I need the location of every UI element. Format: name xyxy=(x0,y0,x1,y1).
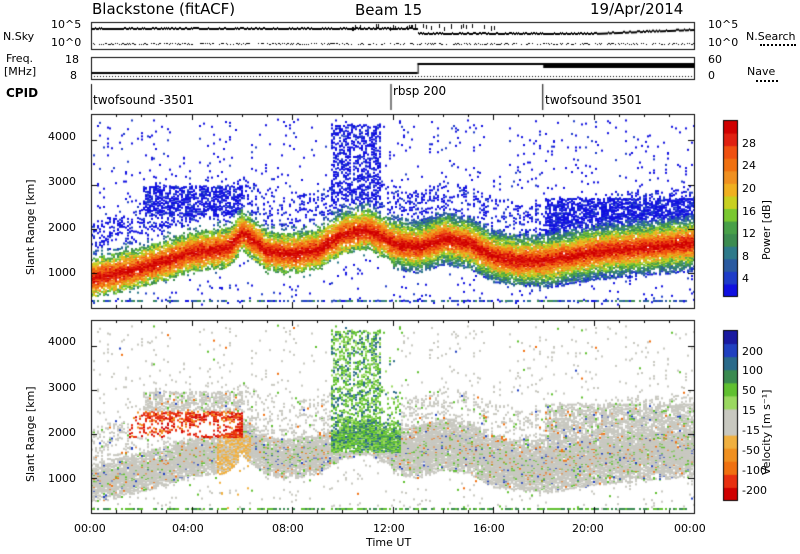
nave-dotted-key xyxy=(756,80,778,82)
y-tick-top-3000: 3000 xyxy=(48,175,76,188)
date-title: 19/Apr/2014 xyxy=(590,0,684,18)
noise-left-tick-high: 10^5 xyxy=(51,18,82,31)
y-tick-top-1000: 1000 xyxy=(48,266,76,279)
y-tick-top-2000: 2000 xyxy=(48,221,76,234)
velocity-tick-neg200: -200 xyxy=(742,484,767,497)
x-tick-2000: 20:00 xyxy=(572,522,604,535)
cpid-segment-1: twofsound -3501 xyxy=(93,93,195,107)
x-tick-0400: 04:00 xyxy=(172,522,204,535)
nsky-label: N.Sky xyxy=(3,30,35,43)
noise-left-tick-low: 10^0 xyxy=(51,36,82,49)
nsearch-dotted-key xyxy=(760,44,796,46)
cpid-segment-3: twofsound 3501 xyxy=(545,93,642,107)
freq-left-tick-low: 8 xyxy=(70,69,77,82)
noise-right-tick-low: 10^0 xyxy=(708,36,739,49)
velocity-tick-neg100: -100 xyxy=(742,464,767,477)
radar-title: Blackstone (fitACF) xyxy=(92,0,236,18)
velocity-tick-15: 15 xyxy=(742,404,756,417)
y-axis-title-bottom: Slant Range [km] xyxy=(24,386,37,482)
cpid-segment-2: rbsp 200 xyxy=(393,84,447,98)
freq-left-tick-high: 18 xyxy=(65,53,79,66)
power-tick-20: 20 xyxy=(742,182,756,195)
x-tick-0000: 00:00 xyxy=(74,522,106,535)
y-tick-bottom-1000: 1000 xyxy=(48,472,76,485)
power-tick-4: 4 xyxy=(742,272,749,285)
nsearch-label: N.Search xyxy=(746,30,796,43)
x-tick-2400: 00:00 xyxy=(674,522,706,535)
velocity-tick-neg50: -50 xyxy=(742,444,760,457)
power-colorbar-title: Power [dB] xyxy=(760,200,773,260)
power-tick-24: 24 xyxy=(742,159,756,172)
x-tick-1600: 16:00 xyxy=(473,522,505,535)
y-tick-top-4000: 4000 xyxy=(48,130,76,143)
nave-label: Nave xyxy=(747,65,776,78)
velocity-colorbar-title: Velocity [m s⁻¹] xyxy=(760,389,773,475)
velocity-tick-200: 200 xyxy=(742,345,763,358)
cpid-label: CPID xyxy=(6,86,39,100)
x-tick-1200: 12:00 xyxy=(373,522,405,535)
noise-right-tick-high: 10^5 xyxy=(708,18,739,31)
power-tick-16: 16 xyxy=(742,205,756,218)
velocity-tick-neg15: -15 xyxy=(742,424,760,437)
x-axis-title: Time UT xyxy=(366,536,412,549)
power-tick-12: 12 xyxy=(742,227,756,240)
freq-label: Freq. xyxy=(6,52,34,65)
y-tick-bottom-3000: 3000 xyxy=(48,381,76,394)
y-axis-title-top: Slant Range [km] xyxy=(24,179,37,275)
velocity-tick-100: 100 xyxy=(742,364,763,377)
beam-title: Beam 15 xyxy=(355,1,423,19)
power-tick-8: 8 xyxy=(742,250,749,263)
y-tick-bottom-4000: 4000 xyxy=(48,335,76,348)
freq-right-tick-low: 0 xyxy=(708,69,715,82)
velocity-tick-50: 50 xyxy=(742,384,756,397)
freq-right-tick-high: 60 xyxy=(708,53,722,66)
power-tick-28: 28 xyxy=(742,137,756,150)
y-tick-bottom-2000: 2000 xyxy=(48,426,76,439)
freq-unit-label: [MHz] xyxy=(4,65,37,78)
x-tick-0800: 08:00 xyxy=(272,522,304,535)
